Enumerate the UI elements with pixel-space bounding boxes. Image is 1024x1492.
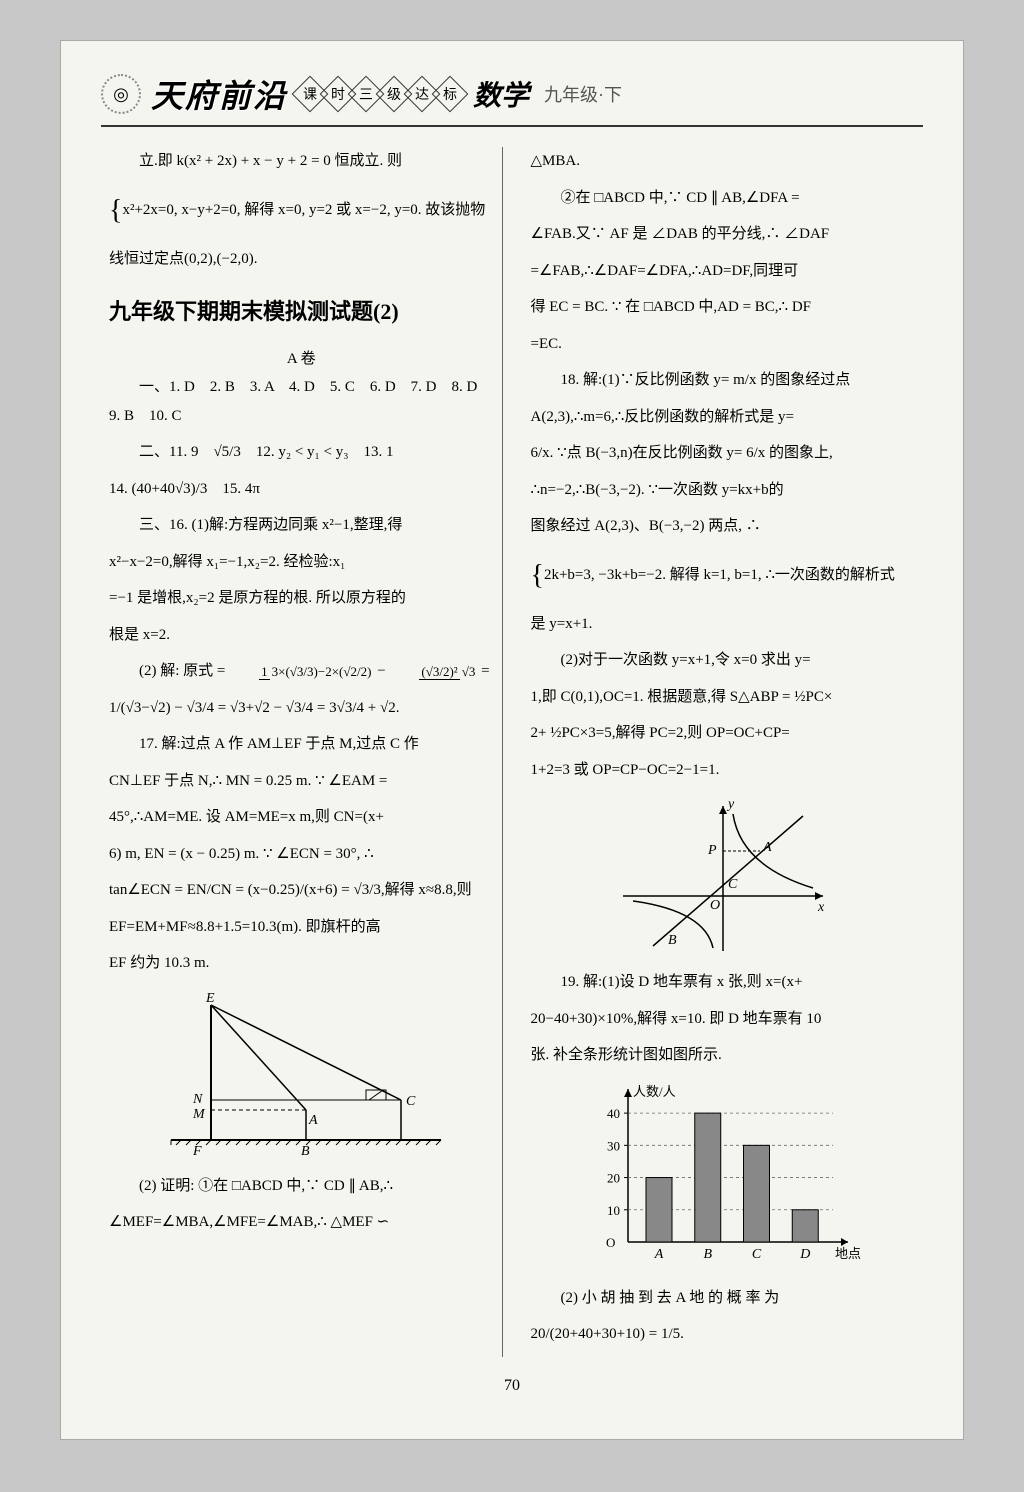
diamond-6: 标 [432,76,469,113]
bar-chart-svg: 10 20 30 40 O A B C D 人数/人地点 [583,1082,863,1272]
exam-title: 九年级下期期末模拟测试题(2) [109,291,494,333]
svg-text:地点: 地点 [835,1246,861,1261]
svg-text:P: P [707,843,717,858]
cont-6: =EC. [531,330,916,359]
brand-title: 天府前沿 [151,71,287,117]
p16-line-c: =−1 是增根,x₂=2 是原方程的根. 所以原方程的 [109,584,494,613]
p18-c: 6/x. ∵点 B(−3,n)在反比例函数 y= 6/x 的图象上, [531,439,916,468]
svg-text:E: E [205,991,215,1006]
svg-text:F: F [192,1144,202,1159]
diamond-row: 课 时 三 级 达 标 [297,81,463,107]
bar-chart: 10 20 30 40 O A B C D 人数/人地点 [531,1082,916,1272]
svg-text:C: C [728,877,738,892]
logo-icon: ◎ [101,74,141,114]
cont-2: ②在 □ABCD 中,∵ CD ∥ AB,∠DFA = [531,184,916,213]
grade-label: 九年级·下 [544,81,622,107]
svg-text:人数/人: 人数/人 [633,1084,676,1099]
svg-text:O: O [606,1235,615,1250]
cont-5: 得 EC = BC. ∵ 在 □ABCD 中,AD = BC,∴ DF [531,293,916,322]
svg-text:O: O [710,898,720,913]
p17-f: EF=EM+MF≈8.8+1.5=10.3(m). 即旗杆的高 [109,913,494,942]
section-a-label: A 卷 [109,345,494,374]
p16-line-d: 根是 x=2. [109,621,494,650]
svg-text:C: C [752,1247,762,1262]
p16-line-b: x²−x−2=0,解得 x₁=−1,x₂=2. 经检验:x₁ [109,548,494,577]
intro-line2: {x²+2x=0, x−y+2=0, 解得 x=0, y=2 或 x=−2, y… [109,184,494,237]
p16-line-a: 三、16. (1)解:方程两边同乘 x²−1,整理,得 [109,511,494,540]
intro-line1: 立.即 k(x² + 2x) + x − y + 2 = 0 恒成立. 则 [109,147,494,176]
svg-text:A: A [762,840,772,855]
flagpole-diagram: E N M A C F B [151,990,451,1160]
svg-text:C: C [406,1094,416,1109]
p19-e: 20/(20+40+30+10) = 1/5. [531,1320,916,1349]
page-number: 70 [101,1377,923,1395]
p18-d: ∴n=−2,∴B(−3,−2). ∵一次函数 y=kx+b的 [531,476,916,505]
p19-a: 19. 解:(1)设 D 地车票有 x 张,则 x=(x+ [531,968,916,997]
svg-text:10: 10 [607,1202,620,1217]
intro-line3: 线恒过定点(0,2),(−2,0). [109,245,494,274]
geometry-figure: E N M A C F B [109,990,494,1160]
p17-proof2: ∠MEF=∠MBA,∠MFE=∠MAB,∴ △MEF ∽ [109,1208,494,1237]
p19-c: 张. 补全条形统计图如图所示. [531,1041,916,1070]
svg-text:x: x [817,900,825,915]
p18-f: {2k+b=3, −3k+b=−2. 解得 k=1, b=1, ∴一次函数的解析… [531,549,916,602]
p19-b: 20−40+30)×10%,解得 x=10. 即 D 地车票有 10 [531,1005,916,1034]
svg-text:B: B [668,933,677,948]
svg-text:A: A [653,1247,663,1262]
svg-text:M: M [192,1107,206,1122]
subject-title: 数学 [473,74,529,114]
p18-a: 18. 解:(1)∵反比例函数 y= m/x 的图象经过点 [531,366,916,395]
svg-text:B: B [703,1247,712,1262]
p18-i: 1,即 C(0,1),OC=1. 根据题意,得 S△ABP = ½PC× [531,683,916,712]
p17-c: 45°,∴AM=ME. 设 AM=ME=x m,则 CN=(x+ [109,803,494,832]
svg-text:N: N [192,1092,203,1107]
p16-2-label: (2) 解: 原式 = 13×(√3/3)−2×(√2/2) − (√3/2)²… [109,657,494,686]
left-column: 立.即 k(x² + 2x) + x − y + 2 = 0 恒成立. 则 {x… [101,147,503,1357]
p18-b: A(2,3),∴m=6,∴反比例函数的解析式是 y= [531,403,916,432]
svg-text:40: 40 [607,1106,620,1121]
p17-proof1: (2) 证明: ①在 □ABCD 中,∵ CD ∥ AB,∴ [109,1172,494,1201]
hyperbola-diagram: y x P A C O B [613,796,833,956]
right-column: △MBA. ②在 □ABCD 中,∵ CD ∥ AB,∠DFA = ∠FAB.又… [523,147,924,1357]
p18-g: 是 y=x+1. [531,610,916,639]
svg-text:20: 20 [607,1170,620,1185]
p18-h: (2)对于一次函数 y=x+1,令 x=0 求出 y= [531,646,916,675]
p19-d: (2) 小 胡 抽 到 去 A 地 的 概 率 为 [531,1284,916,1313]
cont-4: =∠FAB,∴∠DAF=∠DFA,∴AD=DF,同理可 [531,257,916,286]
p17-a: 17. 解:过点 A 作 AM⊥EF 于点 M,过点 C 作 [109,730,494,759]
svg-text:y: y [726,797,735,812]
page: ◎ 天府前沿 课 时 三 级 达 标 数学 九年级·下 立.即 k(x² + 2… [60,40,964,1440]
cont-1: △MBA. [531,147,916,176]
p18-e: 图象经过 A(2,3)、B(−3,−2) 两点, ∴ [531,512,916,541]
fill-answers-2: 14. (40+40√3)/3 15. 4π [109,475,494,504]
p17-d: 6) m, EN = (x − 0.25) m. ∵ ∠ECN = 30°, ∴ [109,840,494,869]
p17-e: tan∠ECN = EN/CN = (x−0.25)/(x+6) = √3/3,… [109,876,494,905]
cont-3: ∠FAB.又∵ AF 是 ∠DAB 的平分线,∴ ∠DAF [531,220,916,249]
p16-2-result: 1/(√3−√2) − √3/4 = √3+√2 − √3/4 = 3√3/4 … [109,694,494,723]
p17-g: EF 约为 10.3 m. [109,949,494,978]
svg-text:D: D [799,1247,810,1262]
page-header: ◎ 天府前沿 课 时 三 级 达 标 数学 九年级·下 [101,71,923,127]
p18-k: 1+2=3 或 OP=CP−OC=2−1=1. [531,756,916,785]
svg-text:B: B [301,1144,310,1159]
svg-text:30: 30 [607,1138,620,1153]
mc-answers: 一、1. D 2. B 3. A 4. D 5. C 6. D 7. D 8. … [109,373,494,430]
p17-b: CN⊥EF 于点 N,∴ MN = 0.25 m. ∵ ∠EAM = [109,767,494,796]
fill-answers-1: 二、11. 9 √5/3 12. y₂ < y₁ < y₃ 13. 1 [109,438,494,467]
svg-text:A: A [308,1113,318,1128]
function-graph: y x P A C O B [531,796,916,956]
p18-j: 2+ ½PC×3=5,解得 PC=2,则 OP=OC+CP= [531,719,916,748]
content-columns: 立.即 k(x² + 2x) + x − y + 2 = 0 恒成立. 则 {x… [101,147,923,1357]
